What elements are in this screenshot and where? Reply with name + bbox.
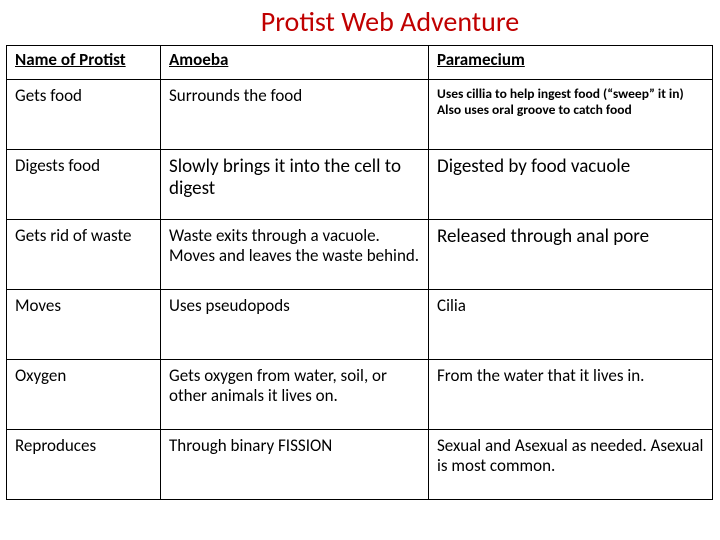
cell-amoeba: Waste exits through a vacuole. Moves and…	[161, 220, 429, 290]
row-label: Digests food	[7, 150, 161, 220]
cell-amoeba: Gets oxygen from water, soil, or other a…	[161, 360, 429, 430]
table-row: Gets food Surrounds the food Uses cillia…	[7, 80, 713, 150]
cell-amoeba: Through binary FISSION	[161, 430, 429, 500]
row-label: Oxygen	[7, 360, 161, 430]
cell-paramecium: Cilia	[429, 290, 713, 360]
page-title: Protist Web Adventure	[60, 0, 720, 45]
row-label: Moves	[7, 290, 161, 360]
table-row: Gets rid of waste Waste exits through a …	[7, 220, 713, 290]
cell-paramecium: Uses cillia to help ingest food (“sweep”…	[429, 80, 713, 150]
protist-table: Name of Protist Amoeba Paramecium Gets f…	[6, 45, 713, 500]
cell-paramecium: Released through anal pore	[429, 220, 713, 290]
col-header-amoeba: Amoeba	[161, 46, 429, 80]
cell-amoeba: Slowly brings it into the cell to digest	[161, 150, 429, 220]
cell-paramecium: Sexual and Asexual as needed. Asexual is…	[429, 430, 713, 500]
table-row: Reproduces Through binary FISSION Sexual…	[7, 430, 713, 500]
row-label: Gets food	[7, 80, 161, 150]
cell-amoeba: Surrounds the food	[161, 80, 429, 150]
table-header-row: Name of Protist Amoeba Paramecium	[7, 46, 713, 80]
row-label: Gets rid of waste	[7, 220, 161, 290]
table-row: Moves Uses pseudopods Cilia	[7, 290, 713, 360]
cell-amoeba: Uses pseudopods	[161, 290, 429, 360]
cell-paramecium: From the water that it lives in.	[429, 360, 713, 430]
cell-paramecium: Digested by food vacuole	[429, 150, 713, 220]
col-header-paramecium: Paramecium	[429, 46, 713, 80]
table-row: Oxygen Gets oxygen from water, soil, or …	[7, 360, 713, 430]
table-row: Digests food Slowly brings it into the c…	[7, 150, 713, 220]
row-label: Reproduces	[7, 430, 161, 500]
col-header-name: Name of Protist	[7, 46, 161, 80]
